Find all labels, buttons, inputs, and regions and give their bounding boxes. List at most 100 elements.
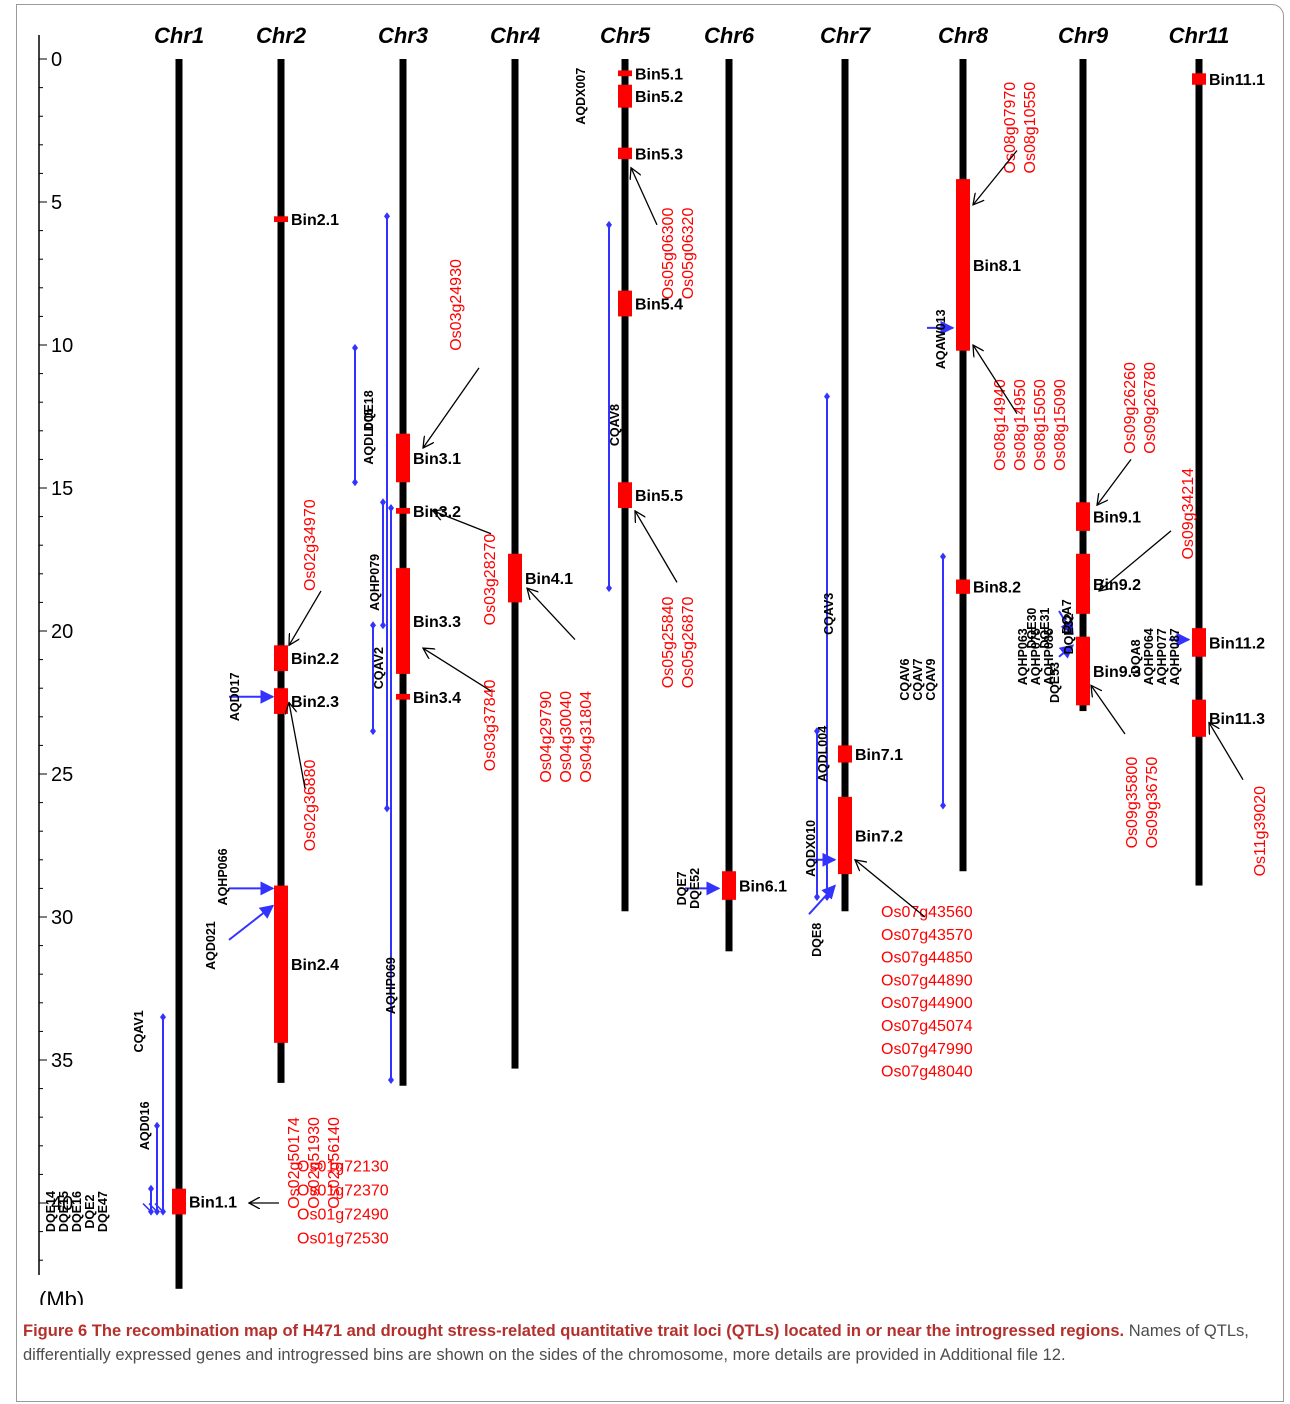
y-tick-label: 30 [51, 907, 73, 929]
bin-label: Bin2.3 [291, 694, 339, 711]
qtl-range-end-diamond [352, 478, 358, 487]
qtl-label: AQHP063 [1016, 628, 1030, 685]
qtl-label: AQAW013 [934, 309, 948, 369]
chromosome-name: Chr3 [378, 23, 428, 48]
y-tick-label: 10 [51, 335, 73, 357]
caption-title: The recombination map of H471 and drough… [91, 1322, 1125, 1340]
gene-label: Os01g72370 [297, 1183, 389, 1200]
qtl-label: DQE2 [83, 1195, 97, 1229]
gene-label: Os04g31804 [578, 691, 595, 783]
bin-block [274, 645, 288, 672]
qtl-range-end-diamond [352, 343, 358, 352]
bin-block [396, 693, 410, 700]
gene-label: Os04g29790 [538, 691, 555, 783]
bin-block [838, 796, 852, 875]
bin-label: Bin5.2 [635, 89, 683, 106]
qtl-arrow [148, 1203, 158, 1213]
qtl-label: DQE16 [70, 1191, 84, 1232]
chromosome-bar [959, 59, 967, 872]
gene-pointer-arrow [527, 588, 576, 641]
qtl-label: DQA7 [1060, 599, 1074, 634]
bin-block [396, 568, 410, 674]
bin-label: Bin2.4 [291, 957, 339, 974]
qtl-range-end-diamond [370, 727, 376, 736]
bin-label: Bin9.3 [1093, 664, 1141, 681]
bin-label: Bin5.1 [635, 66, 683, 83]
qtl-label: AQHP064 [1142, 628, 1156, 685]
figure-frame: 0 5 10 15 20 25 30 35 40 (Mb) Chr1 Bin1.1 Chr2 Bin2.1… [16, 4, 1284, 1402]
bin-label: Bin5.3 [635, 146, 683, 163]
qtl-range-end-diamond [940, 801, 946, 810]
qtl-range-end-diamond [148, 1184, 154, 1193]
qtl-label: DQE18 [362, 390, 376, 431]
chromosome-bar [175, 59, 183, 1289]
gene-label: Os07g47990 [881, 1041, 973, 1058]
bin-block [1192, 699, 1206, 737]
gene-label: Os05g25840 [660, 597, 677, 689]
bin-label: Bin8.1 [973, 258, 1021, 275]
caption-label: Figure 6 [23, 1322, 88, 1340]
bin-block [508, 553, 522, 603]
gene-label: Os08g15090 [1052, 379, 1069, 471]
chromosome-name: Chr11 [1169, 23, 1230, 48]
qtl-range-end-diamond [160, 1013, 166, 1022]
chromosome-name: Chr9 [1058, 23, 1109, 48]
qtl-arrow [154, 1203, 164, 1213]
gene-label: Os08g14940 [992, 379, 1009, 471]
figure-caption: Figure 6 The recombination map of H471 a… [23, 1319, 1273, 1367]
gene-label: Os02g51930 [306, 1117, 323, 1209]
qtl-label: AQDX010 [804, 820, 818, 877]
gene-pointer-arrow [1209, 723, 1244, 781]
bin-label: Bin11.1 [1209, 72, 1265, 89]
gene-pointer-arrow [635, 511, 678, 583]
gene-label: Os07g48040 [881, 1064, 973, 1081]
gene-label: Os07g44850 [881, 950, 973, 967]
gene-label: Os01g72490 [297, 1207, 389, 1224]
chromosome-bar [277, 59, 285, 1083]
gene-label: Os09g34214 [1180, 468, 1197, 560]
bin-block [1192, 628, 1206, 657]
bin-label: Bin9.1 [1093, 510, 1141, 527]
chromosome-bar [1079, 59, 1087, 712]
qtl-label: CQAV8 [608, 404, 622, 446]
chromosome-bar [1195, 59, 1203, 886]
bin-label: Bin3.1 [413, 451, 461, 468]
bin-block [722, 871, 736, 900]
qtl-label: AQHP085 [1042, 628, 1056, 685]
gene-label: Os05g06300 [660, 208, 677, 300]
qtl-label: DQE14 [44, 1191, 58, 1232]
y-tick-label: 35 [51, 1050, 73, 1072]
gene-label: Os02g34970 [302, 499, 319, 591]
qtl-range-end-diamond [606, 220, 612, 229]
gene-label: Os08g10550 [1022, 82, 1039, 174]
qtl-label: DQE47 [96, 1191, 110, 1232]
bin-label: Bin11.2 [1209, 635, 1265, 652]
gene-label: Os02g36880 [302, 760, 319, 852]
qtl-range-end-diamond [606, 584, 612, 593]
qtl-range-end-diamond [388, 504, 394, 513]
qtl-range-end-diamond [384, 804, 390, 813]
qtl-arrow [1058, 644, 1075, 659]
caption-text: Names of QTLs, differentially expressed … [23, 1322, 1249, 1364]
bin-label: Bin5.4 [635, 297, 683, 314]
gene-label: Os11g39020 [1252, 786, 1269, 877]
qtl-label: CQAV2 [372, 647, 386, 689]
gene-label: Os02g56140 [326, 1117, 343, 1209]
bin-block [618, 290, 632, 317]
qtl-label: CQAV7 [911, 659, 925, 701]
bin-block [396, 508, 410, 514]
gene-label: Os02g50174 [286, 1117, 303, 1209]
qtl-label: DQE7 [675, 871, 689, 905]
qtl-label: AQDL005 [362, 408, 376, 464]
chromosome-bar [841, 59, 849, 912]
bin-block [274, 885, 288, 1043]
gene-label: Os01g72130 [297, 1159, 389, 1176]
chromosome-name: Chr2 [256, 23, 307, 48]
qtl-label: DQE53 [1048, 662, 1062, 703]
bin-block [618, 482, 632, 509]
gene-label: Os09g26260 [1122, 362, 1139, 454]
chromosome-name: Chr8 [938, 23, 989, 48]
gene-label: Os07g45074 [881, 1018, 973, 1035]
qtl-label: DQE32 [1062, 613, 1076, 654]
qtl-range-end-diamond [370, 621, 376, 630]
